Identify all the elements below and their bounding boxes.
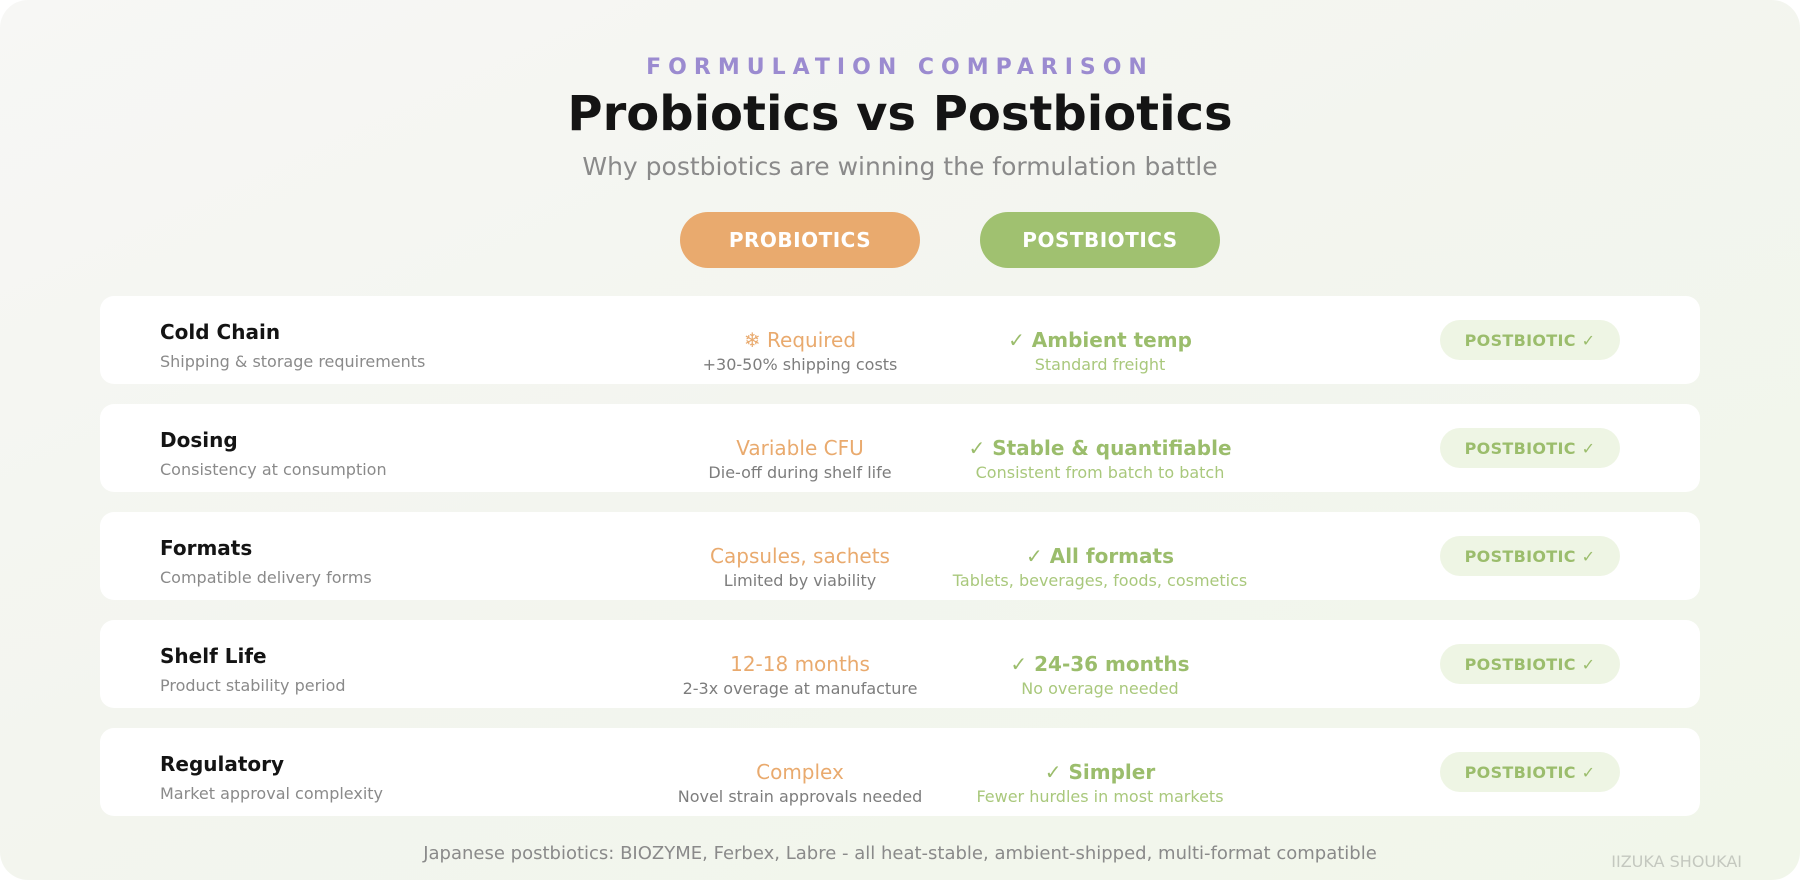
winner-badge: POSTBIOTIC ✓ <box>1440 536 1620 576</box>
probiotic-cell: Capsules, sachets Limited by viability <box>640 544 960 590</box>
postbiotic-note: Fewer hurdles in most markets <box>976 787 1224 806</box>
probiotic-note: Novel strain approvals needed <box>677 787 923 806</box>
postbiotic-cell: ✓ 24-36 months No overage needed <box>940 652 1260 698</box>
row-description: Consistency at consumption <box>160 460 387 479</box>
winner-badge: POSTBIOTIC ✓ <box>1440 752 1620 792</box>
postbiotics-column-header: POSTBIOTICS <box>980 212 1220 268</box>
postbiotic-value: ✓ All formats <box>1026 544 1174 568</box>
row-label: Cold Chain <box>160 320 281 344</box>
probiotic-note: 2-3x overage at manufacture <box>682 679 918 698</box>
row-label: Dosing <box>160 428 238 452</box>
row-label: Regulatory <box>160 752 285 776</box>
winner-badge: POSTBIOTIC ✓ <box>1440 428 1620 468</box>
winner-badge: POSTBIOTIC ✓ <box>1440 320 1620 360</box>
row-description: Market approval complexity <box>160 784 384 803</box>
probiotic-note: Limited by viability <box>723 571 877 590</box>
footer-note: Japanese postbiotics: BIOZYME, Ferbex, L… <box>423 843 1377 864</box>
probiotic-value: Capsules, sachets <box>710 544 890 568</box>
postbiotic-value: ✓ Stable & quantifiable <box>968 436 1232 460</box>
postbiotic-cell: ✓ Stable & quantifiable Consistent from … <box>940 436 1260 482</box>
row-description: Shipping & storage requirements <box>160 352 426 371</box>
postbiotic-cell: ✓ Ambient temp Standard freight <box>940 328 1260 374</box>
probiotic-cell: Complex Novel strain approvals needed <box>640 760 960 806</box>
row-label: Formats <box>160 536 253 560</box>
postbiotic-value: ✓ 24-36 months <box>1010 652 1190 676</box>
postbiotic-note: No overage needed <box>1021 679 1179 698</box>
probiotic-value: Variable CFU <box>736 436 864 460</box>
postbiotic-note: Standard freight <box>1034 355 1166 374</box>
comparison-row-formats: Formats Compatible delivery forms Capsul… <box>100 512 1700 600</box>
brand-watermark: IIZUKA SHOUKAI <box>1611 852 1742 871</box>
row-label: Shelf Life <box>160 644 267 668</box>
probiotic-cell: Variable CFU Die-off during shelf life <box>640 436 960 482</box>
comparison-row-shelf-life: Shelf Life Product stability period 12-1… <box>100 620 1700 708</box>
postbiotic-cell: ✓ Simpler Fewer hurdles in most markets <box>940 760 1260 806</box>
probiotic-note: Die-off during shelf life <box>708 463 892 482</box>
postbiotic-value: ✓ Ambient temp <box>1008 328 1192 352</box>
probiotic-value: Complex <box>756 760 844 784</box>
probiotic-cell: ❄ Required +30-50% shipping costs <box>640 328 960 374</box>
probiotics-column-header: PROBIOTICS <box>680 212 920 268</box>
comparison-row-regulatory: Regulatory Market approval complexity Co… <box>100 728 1700 816</box>
page-title: Probiotics vs Postbiotics <box>567 86 1233 142</box>
page-subtitle: Why postbiotics are winning the formulat… <box>582 152 1218 181</box>
probiotic-note: +30-50% shipping costs <box>702 355 898 374</box>
row-description: Product stability period <box>160 676 346 695</box>
probiotic-value: ❄ Required <box>743 328 857 352</box>
row-description: Compatible delivery forms <box>160 568 372 587</box>
postbiotic-value: ✓ Simpler <box>1044 760 1156 784</box>
postbiotic-note: Consistent from batch to batch <box>975 463 1225 482</box>
winner-badge: POSTBIOTIC ✓ <box>1440 644 1620 684</box>
postbiotic-cell: ✓ All formats Tablets, beverages, foods,… <box>940 544 1260 590</box>
eyebrow-label: FORMULATION COMPARISON <box>646 55 1154 80</box>
comparison-row-dosing: Dosing Consistency at consumption Variab… <box>100 404 1700 492</box>
probiotic-value: 12-18 months <box>730 652 870 676</box>
probiotic-cell: 12-18 months 2-3x overage at manufacture <box>640 652 960 698</box>
comparison-row-cold-chain: Cold Chain Shipping & storage requiremen… <box>100 296 1700 384</box>
postbiotic-note: Tablets, beverages, foods, cosmetics <box>952 571 1248 590</box>
